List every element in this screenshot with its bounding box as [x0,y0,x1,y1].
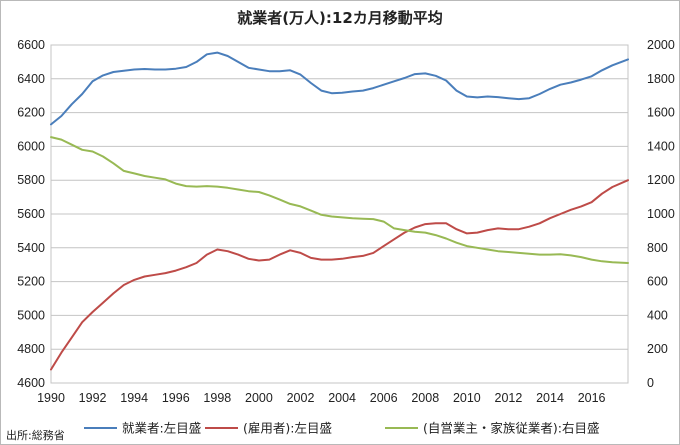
right-tick-label: 1600 [647,106,675,120]
x-tick-label: 1992 [79,391,107,405]
x-tick-label: 2008 [411,391,439,405]
left-tick-label: 6600 [17,38,45,52]
x-tick-label: 1996 [162,391,190,405]
left-tick-label: 4600 [17,376,45,390]
series-line-0 [50,51,629,126]
left-tick-label: 5200 [17,275,45,289]
legend: 就業者:左目盛 (雇用者):左目盛 (自営業主・家族従業者):右目盛 [84,421,599,436]
right-axis-ticks: 0 200 400 600 800 1000 1200 1400 1600 1800 2000 [647,38,675,390]
legend-label-2: (自営業主・家族従業者):右目盛 [423,421,599,436]
right-tick-label: 1400 [647,139,675,153]
grid-lines [51,44,628,384]
x-tick-label: 2012 [495,391,523,405]
left-tick-label: 5800 [17,173,45,187]
left-tick-label: 6000 [17,139,45,153]
x-axis-ticks: 1990 1992 1994 1996 1998 2000 2002 2004 2006 2008… [37,391,605,405]
left-tick-label: 6200 [17,106,45,120]
left-tick-label: 5400 [17,241,45,255]
right-tick-label: 2000 [647,38,675,52]
x-tick-label: 2000 [245,391,273,405]
right-tick-label: 200 [647,342,668,356]
left-tick-label: 5600 [17,207,45,221]
x-tick-label: 1990 [37,391,65,405]
x-tick-label: 2004 [328,391,356,405]
source-note: 出所:総務省 [6,428,65,442]
left-tick-label: 5000 [17,308,45,322]
right-tick-label: 1200 [647,173,675,187]
right-tick-label: 400 [647,308,668,322]
right-tick-label: 0 [647,376,654,390]
x-tick-label: 2006 [370,391,398,405]
plot-area-border [50,44,629,384]
left-axis-ticks: 4600 4800 5000 5200 5400 5600 5800 6000 6200 6400… [17,38,45,390]
left-tick-label: 6400 [17,72,45,86]
chart-title: 就業者(万人):12カ月移動平均 [237,9,443,27]
series-line-2 [50,136,629,264]
series-line-1 [50,179,629,371]
x-tick-label: 2002 [287,391,315,405]
right-tick-label: 600 [647,275,668,289]
right-tick-label: 800 [647,241,668,255]
right-tick-label: 1000 [647,207,675,221]
legend-label-0: 就業者:左目盛 [122,421,201,436]
x-tick-label: 1994 [120,391,148,405]
x-tick-label: 2014 [536,391,564,405]
x-tick-label: 2010 [453,391,481,405]
left-tick-label: 4800 [17,342,45,356]
x-tick-label: 1998 [203,391,231,405]
series-lines [50,51,629,371]
x-tick-label: 2016 [578,391,606,405]
right-tick-label: 1800 [647,72,675,86]
legend-label-1: (雇用者):左目盛 [243,421,332,436]
